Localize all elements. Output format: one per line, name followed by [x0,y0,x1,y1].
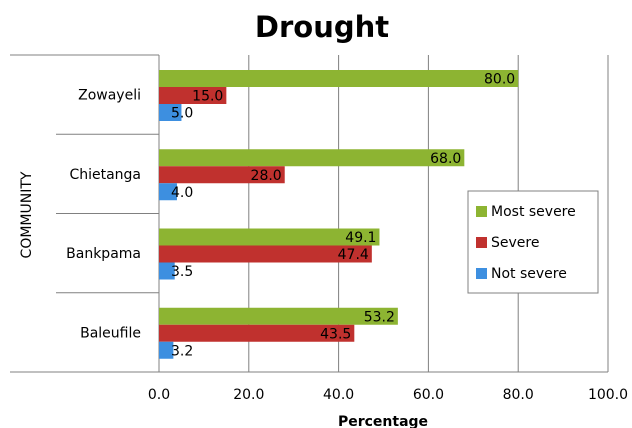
bar [159,262,175,280]
data-label: 28.0 [251,168,282,184]
bar [159,149,465,167]
data-label: 49.1 [345,230,376,246]
x-tick-label: 0.0 [148,387,170,403]
x-tick-label: 60.0 [413,387,444,403]
data-label: 43.5 [320,326,351,342]
category-dividers [10,54,159,294]
data-label: 5.0 [171,106,193,122]
legend-label: Not severe [491,266,567,282]
data-label: 4.0 [171,185,193,201]
data-label: 80.0 [484,72,515,88]
data-label: 15.0 [192,89,223,105]
legend-swatch [476,268,487,279]
category-label: Baleufile [80,325,141,341]
data-label: 47.4 [338,247,369,263]
category-label: Zowayeli [78,88,141,104]
legend-label: Severe [491,235,539,251]
bar [159,104,182,121]
x-tick-label: 80.0 [503,387,534,403]
legend-swatch [476,206,487,217]
bar [159,245,372,263]
category-labels: Zowayeli Chietanga Bankpama Baleufile [66,88,141,342]
category-label: Bankpama [66,246,141,262]
bar [159,166,285,184]
bar [159,324,355,342]
x-tick-label: 20.0 [233,387,264,403]
legend-label: Most severe [491,204,576,220]
bar [159,70,519,87]
legend: Most severe Severe Not severe [467,190,599,294]
x-tick-labels: 0.0 20.0 40.0 60.0 80.0 100.0 [148,387,628,403]
data-label: 3.5 [171,264,193,280]
category-label: Chietanga [69,167,141,183]
bar [159,87,227,104]
y-axis-title: COMMUNITY [19,171,35,258]
x-tick-label: 40.0 [323,387,354,403]
legend-swatch [476,237,487,248]
data-label: 68.0 [430,151,461,167]
data-label: 3.2 [171,343,193,359]
chart-title: Drought [255,10,389,44]
x-tick-label: 100.0 [588,387,628,403]
data-label: 53.2 [364,309,395,325]
bar [159,307,398,325]
bar [159,183,177,201]
x-axis-title: Percentage [338,414,428,428]
legend-box [467,190,599,294]
bar [159,341,174,359]
bar [159,228,380,246]
data-labels: 80.0 15.05.0 68.0 28.0 4.0 49.147.4 3.5 53.2 43.… [171,72,515,360]
bars [159,70,519,359]
